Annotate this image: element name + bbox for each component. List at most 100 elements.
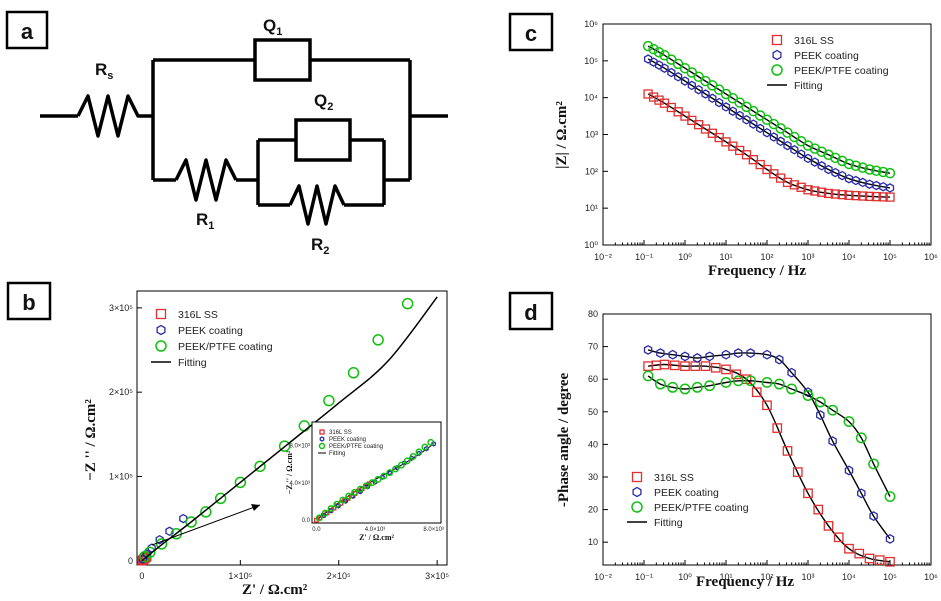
- c-point: [715, 97, 724, 108]
- d-point: [690, 361, 701, 372]
- b-point: [155, 538, 168, 550]
- rs-label: Rs: [95, 60, 113, 82]
- c-point: [776, 136, 785, 147]
- d-point: [874, 555, 885, 565]
- d-point: [803, 488, 813, 499]
- c-point: [824, 164, 833, 175]
- d-point: [854, 548, 865, 559]
- c-point: [878, 192, 888, 202]
- c-point: [680, 76, 690, 86]
- inset-point: [362, 482, 370, 490]
- panel-b: b 0 1×10⁵ 2×10⁵ 3×10⁵ 0 1×10⁵ 2×10⁵ 3×10⁵ Z' / …: [6, 281, 449, 598]
- c-legend-label-2: PEEK/PTFE coating: [794, 65, 889, 77]
- c-point: [694, 84, 703, 95]
- d-ytick-label-2: 30: [588, 472, 598, 482]
- inset-point: [333, 500, 341, 508]
- c-point: [850, 160, 862, 172]
- panel-a-label: a: [21, 19, 34, 44]
- panel-c: c 10⁻² 10⁻¹ 10⁰ 10¹ 10² 10³ 10⁴ 10⁵ 10⁶ 10⁰ 10¹ 10²…: [508, 12, 938, 279]
- c-point: [851, 190, 861, 201]
- d-legend-label-1: PEEK coating: [654, 487, 719, 499]
- d-legend-label-0: 316L SS: [654, 472, 694, 484]
- inset-point: [403, 457, 411, 465]
- panel-c-ylabel: |Z| / Ω.cm²: [554, 101, 570, 169]
- inset-ytick-label-2: 8.0×10³: [289, 443, 310, 449]
- d-ytick-label-7: 80: [588, 309, 598, 319]
- inset-xtick-label-2: 8.0×10³: [423, 527, 444, 533]
- d-point: [823, 521, 834, 531]
- panel-b-ylabel: −Z '' / Ω.cm²: [83, 399, 99, 481]
- b-point: [254, 460, 266, 473]
- c-point: [674, 72, 683, 82]
- panel-d: d 10⁻² 10⁻¹ 10⁰ 10¹ 10² 10³ 10⁴ 10⁵ 10⁶ 10 20 30 40 5…: [508, 291, 938, 590]
- d-ytick-label-0: 10: [588, 537, 598, 547]
- inset-xtick-label-1: 4.0×10³: [365, 527, 386, 533]
- d-point: [746, 348, 755, 359]
- inset-ytick-label-1: 4.0×10³: [289, 481, 310, 487]
- inset-point: [380, 472, 388, 480]
- inset-point: [409, 452, 417, 460]
- d-legend-label-3: Fitting: [654, 517, 683, 529]
- c-point: [836, 155, 848, 167]
- inset-legend-marker-0: [319, 429, 325, 435]
- c-point: [884, 167, 896, 179]
- c-point: [817, 161, 826, 171]
- d-xtick-label-5: 10³: [801, 572, 814, 582]
- inset-point: [345, 492, 353, 500]
- d-xtick-label-6: 10⁴: [842, 572, 856, 582]
- panel-b-label: b: [22, 290, 35, 315]
- d-point: [773, 378, 785, 390]
- inset-point: [415, 448, 423, 456]
- c-point: [823, 149, 834, 161]
- b-xtick-label-0: 0: [139, 571, 144, 581]
- c-point: [872, 180, 881, 191]
- c-ytick-label-3: 10³: [585, 130, 598, 140]
- c-point: [871, 165, 882, 176]
- inset-point: [351, 489, 358, 496]
- c-point: [838, 170, 847, 181]
- d-point: [857, 488, 866, 499]
- d-legend-marker-0: [631, 471, 643, 483]
- c-point: [654, 95, 664, 105]
- c-point: [769, 132, 778, 142]
- b-point: [200, 506, 212, 518]
- panel-b-ticks: 0 1×10⁵ 2×10⁵ 3×10⁵ 0 1×10⁵ 2×10⁵ 3×10⁵: [109, 303, 449, 581]
- b-ytick-label-0: 0: [128, 556, 133, 566]
- c-point: [885, 192, 895, 202]
- c-point: [748, 155, 758, 165]
- d-point: [786, 383, 798, 395]
- c-point: [742, 115, 751, 125]
- d-point: [700, 361, 711, 372]
- inset-point: [397, 461, 405, 469]
- c-point: [783, 140, 792, 151]
- c-point: [648, 92, 659, 102]
- c-fitting-curve: [647, 45, 891, 174]
- c-point: [837, 190, 847, 200]
- d-xtick-label-1: 10⁻¹: [635, 572, 653, 582]
- q1-label: Q1: [263, 16, 282, 38]
- b-ytick-label-2: 2×10⁵: [109, 387, 133, 397]
- d-point: [792, 467, 803, 477]
- d-xtick-label-3: 10¹: [719, 572, 732, 582]
- c-xtick-label-6: 10⁴: [842, 252, 856, 262]
- c-xtick-label-2: 10⁰: [678, 252, 692, 262]
- c-point: [823, 188, 834, 199]
- b-point: [144, 546, 156, 559]
- d-legend-marker-2: [631, 501, 643, 513]
- c-point: [858, 191, 868, 201]
- c-point: [877, 166, 889, 178]
- d-point: [680, 351, 690, 362]
- d-point: [732, 375, 744, 387]
- d-point: [868, 458, 880, 470]
- c-point: [721, 102, 731, 112]
- inset-legend-label-3: Fitting: [329, 451, 345, 457]
- c-legend-label-0: 316L SS: [794, 35, 834, 47]
- d-point: [802, 390, 814, 401]
- c-legend-marker-2: [771, 64, 783, 76]
- panel-a: a Rs Q1 Q2 R1 R2: [5, 10, 448, 257]
- c-point: [797, 149, 806, 159]
- d-point: [787, 367, 796, 378]
- d-ytick-label-4: 50: [588, 407, 598, 417]
- inset-ytick-label-0: 0.0: [302, 518, 311, 524]
